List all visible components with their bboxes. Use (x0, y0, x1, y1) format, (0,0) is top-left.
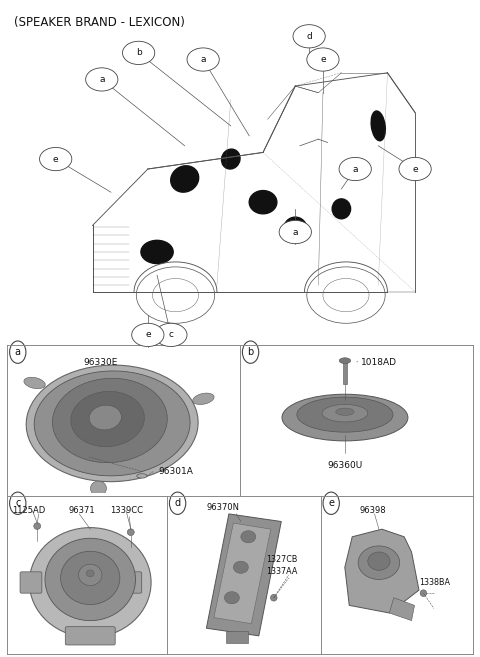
Polygon shape (345, 529, 419, 613)
Circle shape (323, 492, 339, 514)
Circle shape (155, 323, 187, 346)
Text: a: a (352, 164, 358, 173)
Text: d: d (175, 498, 180, 509)
Text: a: a (200, 55, 206, 64)
Circle shape (187, 48, 219, 71)
Circle shape (307, 48, 339, 71)
Ellipse shape (222, 149, 240, 169)
Ellipse shape (34, 371, 190, 476)
Text: e: e (320, 55, 326, 64)
Polygon shape (214, 523, 271, 623)
Circle shape (10, 492, 26, 514)
Text: 1338BA: 1338BA (419, 578, 450, 587)
Text: 1327CB: 1327CB (266, 555, 298, 564)
Ellipse shape (249, 191, 277, 214)
Circle shape (85, 68, 118, 91)
Ellipse shape (332, 199, 350, 219)
Ellipse shape (137, 474, 147, 478)
Ellipse shape (193, 393, 214, 405)
Ellipse shape (71, 392, 144, 447)
FancyBboxPatch shape (65, 627, 115, 645)
Ellipse shape (284, 217, 307, 240)
Text: 96398: 96398 (360, 507, 386, 515)
Circle shape (271, 595, 277, 601)
FancyBboxPatch shape (120, 572, 142, 593)
Ellipse shape (339, 358, 351, 363)
Text: 1337AA: 1337AA (266, 568, 298, 576)
Text: 1018AD: 1018AD (361, 358, 397, 367)
Text: 1125AD: 1125AD (12, 507, 46, 515)
Ellipse shape (233, 561, 248, 574)
Circle shape (399, 158, 431, 181)
Ellipse shape (224, 592, 240, 604)
Text: 96301A: 96301A (158, 467, 193, 476)
Bar (343, 362, 347, 384)
Ellipse shape (24, 377, 45, 389)
Ellipse shape (241, 531, 256, 543)
Ellipse shape (60, 551, 120, 604)
Ellipse shape (358, 546, 400, 579)
Text: 96371: 96371 (68, 507, 95, 515)
Circle shape (132, 323, 164, 346)
Circle shape (242, 341, 259, 363)
Circle shape (169, 492, 186, 514)
Text: a: a (99, 75, 105, 84)
Ellipse shape (79, 564, 102, 585)
Ellipse shape (322, 405, 368, 422)
Text: e: e (53, 154, 59, 164)
Ellipse shape (29, 528, 151, 637)
Ellipse shape (89, 405, 121, 430)
Text: e: e (328, 498, 334, 509)
Ellipse shape (45, 538, 135, 621)
Circle shape (122, 41, 155, 64)
Ellipse shape (171, 166, 199, 192)
Ellipse shape (371, 111, 385, 141)
Ellipse shape (336, 408, 354, 415)
Text: 1339CC: 1339CC (110, 507, 144, 515)
Text: e: e (145, 330, 151, 340)
FancyBboxPatch shape (20, 572, 42, 593)
Ellipse shape (86, 570, 94, 577)
Polygon shape (389, 598, 415, 621)
Polygon shape (206, 514, 281, 636)
Circle shape (39, 147, 72, 171)
Circle shape (10, 341, 26, 363)
Ellipse shape (282, 394, 408, 441)
Ellipse shape (141, 240, 173, 263)
Text: b: b (136, 49, 142, 57)
Ellipse shape (297, 397, 393, 432)
Ellipse shape (368, 552, 390, 570)
Text: 96370N: 96370N (206, 503, 240, 512)
Circle shape (127, 529, 134, 535)
Text: d: d (306, 32, 312, 41)
Text: 96330E: 96330E (84, 358, 118, 367)
Bar (226, 631, 248, 643)
Text: (SPEAKER BRAND - LEXICON): (SPEAKER BRAND - LEXICON) (14, 16, 185, 30)
Circle shape (339, 158, 372, 181)
Text: a: a (15, 347, 21, 357)
Text: b: b (247, 347, 254, 357)
Ellipse shape (52, 378, 168, 463)
Text: c: c (168, 330, 173, 340)
Text: e: e (412, 164, 418, 173)
Text: a: a (292, 227, 298, 237)
Circle shape (293, 25, 325, 48)
Circle shape (34, 523, 41, 530)
Ellipse shape (90, 481, 107, 495)
Text: 96360U: 96360U (327, 461, 362, 470)
Circle shape (279, 221, 312, 244)
Text: c: c (15, 498, 21, 509)
Ellipse shape (26, 365, 198, 482)
Circle shape (420, 590, 427, 597)
